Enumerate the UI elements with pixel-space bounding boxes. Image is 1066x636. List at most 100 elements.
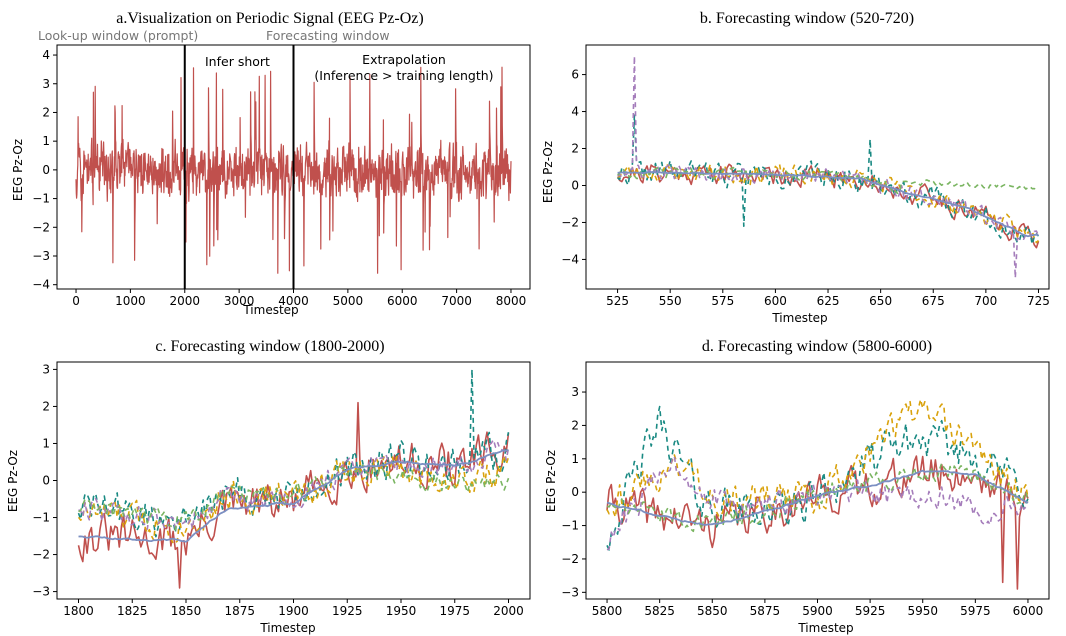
series-line-teal	[617, 114, 1040, 246]
y-tick-label: 6	[571, 68, 579, 82]
panel-b-ticks: 525 550 575 600 625 650 675 700 725 −4 −2 0 2 4 6	[561, 68, 1050, 308]
panel-c-series	[77, 368, 510, 589]
x-tick-label: 5800	[592, 604, 623, 618]
panel-a-ticks: 0 1000 2000 3000 4000 5000 6000 7000 8000 −4 −3 −2 −…	[32, 48, 526, 308]
y-tick-label: 0	[42, 474, 50, 488]
x-tick-label: 6000	[387, 294, 418, 308]
x-tick-label: 4000	[278, 294, 309, 308]
y-tick-label: 2	[571, 418, 579, 432]
y-tick-label: 4	[42, 48, 50, 62]
extrapolation-sub-annotation: (Inference > training length)	[314, 68, 493, 83]
x-tick-label: 1875	[224, 604, 255, 618]
x-tick-label: 2000	[169, 294, 200, 308]
y-tick-label: −2	[32, 220, 50, 234]
x-tick-label: 1825	[117, 604, 148, 618]
y-tick-label: 0	[571, 485, 579, 499]
panel-a-periodic-signal: a.Visualization on Periodic Signal (EEG …	[11, 10, 531, 317]
y-tick-label: −1	[32, 192, 50, 206]
x-tick-label: 5950	[907, 604, 938, 618]
x-tick-label: 525	[606, 294, 629, 308]
y-tick-label: 2	[42, 105, 50, 119]
x-tick-label: 2000	[493, 604, 524, 618]
x-tick-label: 1000	[115, 294, 146, 308]
x-tick-label: 8000	[496, 294, 527, 308]
series-line-mean	[78, 449, 509, 543]
panel-d-title: d. Forecasting window (5800-6000)	[702, 338, 932, 355]
x-tick-label: 3000	[224, 294, 255, 308]
y-tick-label: 4	[571, 105, 579, 119]
y-tick-label: 2	[571, 142, 579, 156]
x-tick-label: 700	[974, 294, 997, 308]
series-line-green	[617, 166, 1039, 195]
x-tick-label: 625	[817, 294, 840, 308]
extrapolation-annotation: Extrapolation	[362, 52, 446, 67]
series-line-purple	[606, 455, 1029, 551]
x-tick-label: 6000	[1013, 604, 1044, 618]
panel-a-xlabel: Timestep	[242, 303, 298, 317]
series-line-mean	[606, 469, 1029, 526]
panel-b-series	[616, 55, 1040, 279]
panel-d-forecast-5800-6000: d. Forecasting window (5800-6000) 5800 58…	[544, 338, 1050, 635]
x-tick-label: 5825	[644, 604, 675, 618]
x-tick-label: 600	[764, 294, 787, 308]
panel-a-title: a.Visualization on Periodic Signal (EEG …	[116, 10, 423, 27]
x-tick-label: 1900	[278, 604, 309, 618]
y-tick-label: 0	[571, 178, 579, 192]
series-line-gold	[77, 454, 510, 545]
panel-b-frame	[585, 44, 1050, 290]
series-line-purple	[617, 55, 1040, 279]
y-tick-label: 3	[42, 77, 50, 91]
panel-c-ylabel: EEG Pz-Oz	[6, 450, 20, 512]
y-tick-label: 3	[42, 362, 50, 376]
x-tick-label: 5925	[855, 604, 886, 618]
x-tick-label: 1925	[332, 604, 363, 618]
panel-b-xlabel: Timestep	[771, 311, 827, 325]
panel-a-ylabel: EEG Pz-Oz	[11, 139, 25, 201]
x-tick-label: 675	[922, 294, 945, 308]
panel-c-plot-area: 1800 1825 1850 1875 1900 1925 1950 1975 2000 −3 −2…	[32, 361, 531, 618]
x-tick-label: 550	[659, 294, 682, 308]
panel-d-series	[606, 398, 1029, 590]
series-line-actual	[77, 401, 510, 589]
panel-c-title: c. Forecasting window (1800-2000)	[155, 338, 384, 355]
y-tick-label: 3	[571, 385, 579, 399]
y-tick-label: −2	[32, 548, 50, 562]
x-tick-label: 0	[72, 294, 80, 308]
y-tick-label: −1	[32, 511, 50, 525]
y-tick-label: 1	[42, 134, 50, 148]
panel-d-plot-area: 5800 5825 5850 5875 5900 5925 5950 5975 6000 −3 −2…	[561, 361, 1050, 618]
panel-d-ticks: 5800 5825 5850 5875 5900 5925 5950 5975 6000 −3 −2…	[561, 385, 1043, 618]
y-tick-label: −4	[561, 252, 579, 266]
y-tick-label: −1	[561, 519, 579, 533]
x-tick-label: 1850	[171, 604, 202, 618]
panel-c-forecast-1800-2000: c. Forecasting window (1800-2000) 1800 18…	[6, 338, 531, 635]
y-tick-label: −3	[32, 249, 50, 263]
series-line-purple	[78, 438, 510, 530]
panel-d-ylabel: EEG Pz-Oz	[544, 450, 558, 512]
x-tick-label: 5975	[960, 604, 991, 618]
y-tick-label: −2	[561, 552, 579, 566]
x-tick-label: 650	[869, 294, 892, 308]
x-tick-label: 1950	[386, 604, 417, 618]
x-tick-label: 7000	[441, 294, 472, 308]
panel-b-title: b. Forecasting window (520-720)	[700, 10, 914, 27]
series-line-actual	[606, 455, 1029, 590]
x-tick-label: 1975	[439, 604, 470, 618]
y-tick-label: 2	[42, 399, 50, 413]
series-line-mean	[617, 170, 1039, 238]
panel-d-xlabel: Timestep	[797, 621, 853, 635]
panel-a-plot-area: 0 1000 2000 3000 4000 5000 6000 7000 8000 −4 −3 −2 −…	[32, 44, 531, 308]
x-tick-label: 5850	[697, 604, 728, 618]
series-line-green	[78, 464, 510, 531]
x-tick-label: 575	[711, 294, 734, 308]
panel-c-ticks: 1800 1825 1850 1875 1900 1925 1950 1975 2000 −3 −2…	[32, 362, 523, 618]
y-tick-label: 1	[42, 436, 50, 450]
y-tick-label: 0	[42, 163, 50, 177]
infer-short-annotation: Infer short	[205, 54, 270, 69]
y-tick-label: −3	[32, 585, 50, 599]
panel-b-plot-area: 525 550 575 600 625 650 675 700 725 −4 −2 0 2 4 6	[561, 44, 1050, 308]
panel-b-ylabel: EEG Pz-Oz	[541, 141, 555, 203]
lookup-window-annotation: Look-up window (prompt)	[38, 28, 198, 43]
panel-c-xlabel: Timestep	[259, 621, 315, 635]
